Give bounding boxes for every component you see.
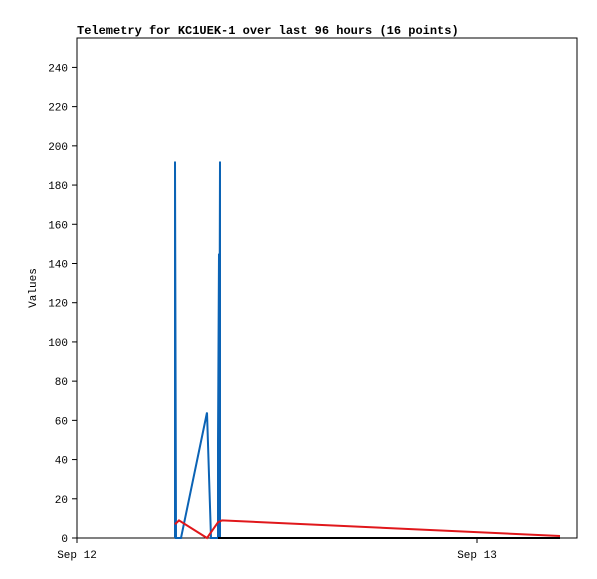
chart-title: Telemetry for KC1UEK-1 over last 96 hour… [77, 24, 459, 38]
y-tick-label: 120 [48, 299, 68, 311]
y-tick-label: 220 [48, 103, 68, 115]
y-tick-label: 60 [55, 416, 68, 428]
series-line [174, 519, 561, 540]
y-tick-label: 160 [48, 220, 68, 232]
plot-frame [76, 37, 578, 539]
x-tick-label: Sep 13 [457, 550, 497, 562]
y-tick-label: 100 [48, 338, 68, 350]
y-tick-label: 140 [48, 259, 68, 271]
series-line [174, 161, 221, 539]
y-tick-label: 0 [61, 534, 68, 546]
y-tick-label: 80 [55, 377, 68, 389]
y-tick-label: 240 [48, 63, 68, 75]
x-tick-label: Sep 12 [57, 550, 97, 562]
y-tick-label: 200 [48, 142, 68, 154]
y-tick-label: 20 [55, 495, 68, 507]
y-axis-label: Values [28, 268, 40, 308]
y-tick-label: 40 [55, 456, 68, 468]
y-tick-label: 180 [48, 181, 68, 193]
